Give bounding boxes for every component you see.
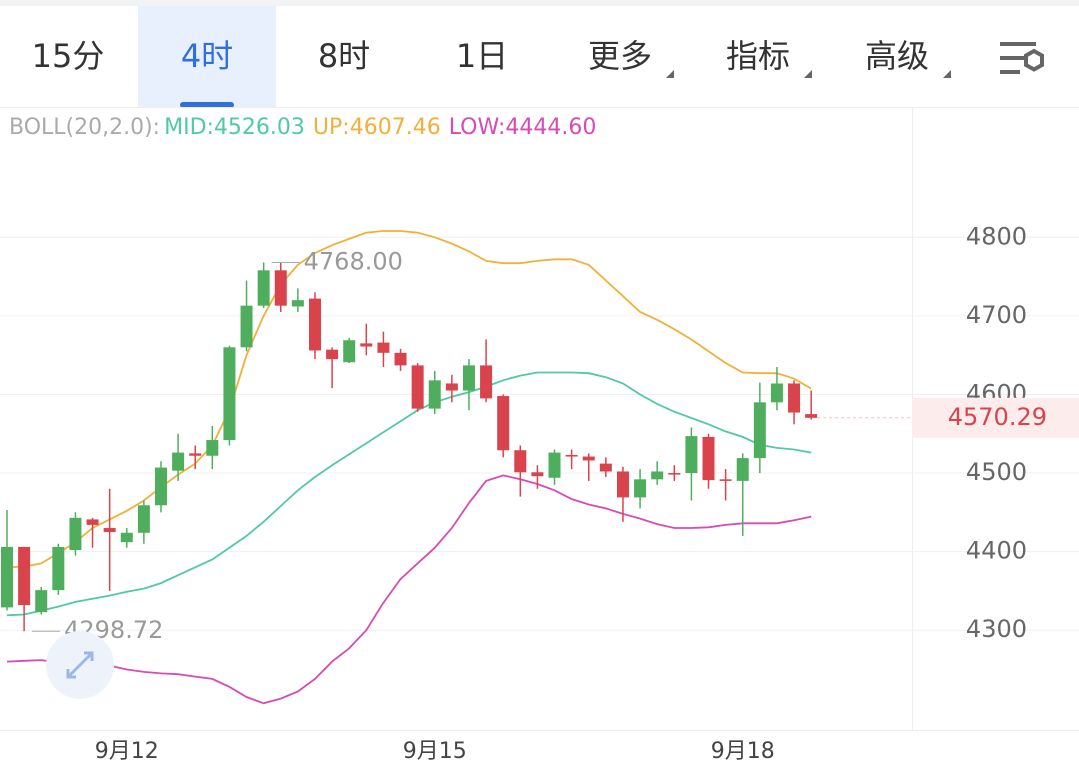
candle-body: [69, 517, 82, 551]
tab[interactable]: 15分: [32, 37, 105, 75]
candle-body: [1, 546, 13, 608]
candle-body: [291, 300, 304, 307]
candle-body: [514, 450, 527, 473]
candle-body: [326, 349, 339, 360]
legend-sep: :: [207, 115, 214, 140]
legend-sep: :: [498, 115, 505, 140]
legend-name: UP: [313, 115, 342, 140]
candle-body: [35, 590, 48, 613]
indicator-legend: BOLL(20,2.0): MID:4526.03 UP:4607.46 LOW:44…: [9, 115, 596, 140]
candle-body: [736, 458, 749, 481]
x-tick-label: 9月12: [95, 739, 159, 764]
boll-line: [6, 230, 812, 569]
candle-body: [462, 365, 475, 391]
candle-body: [770, 383, 783, 403]
candle-body: [86, 519, 99, 525]
candle-body: [531, 472, 544, 477]
selected-tab-indicator: [180, 102, 234, 108]
last-price-label: 4570.29: [948, 403, 1047, 431]
candle-body: [206, 440, 219, 456]
tab[interactable]: 8时: [318, 37, 370, 75]
candle-body: [582, 456, 595, 461]
boll-line: [6, 474, 812, 705]
candle-body: [548, 452, 561, 478]
x-tick-label: 9月15: [403, 739, 467, 764]
annotation-label: 4768.00: [304, 247, 403, 275]
tab[interactable]: 更多: [588, 37, 652, 75]
candle-body: [428, 380, 441, 409]
dropdown-caret: [943, 70, 951, 78]
candle-body: [18, 546, 31, 606]
candle-body: [137, 505, 150, 533]
tab[interactable]: 4时: [181, 37, 233, 75]
candle-body: [308, 298, 321, 351]
legend-value: 4444.60: [505, 115, 596, 140]
candle-body: [668, 473, 681, 475]
x-tick-label: 9月18: [711, 739, 775, 764]
candle-body: [497, 396, 510, 451]
candle-body: [685, 436, 698, 474]
candle-body: [103, 528, 116, 532]
boll-line: [6, 371, 812, 617]
candle-body: [360, 343, 373, 347]
candle-body: [411, 365, 424, 409]
candle-body: [377, 342, 390, 353]
legend-name: MID: [164, 115, 206, 140]
candle-body: [394, 352, 407, 366]
candle-body: [719, 479, 732, 481]
y-tick-label: 4800: [966, 222, 1027, 250]
candle-body: [651, 471, 664, 480]
candle-body: [599, 463, 612, 472]
y-tick-label: 4300: [966, 615, 1027, 643]
candle-body: [788, 383, 801, 413]
tab[interactable]: 指标: [726, 37, 790, 75]
candle-body: [172, 452, 185, 471]
candle-body: [343, 340, 356, 363]
candle-body: [154, 467, 167, 506]
legend-sep: :: [342, 115, 349, 140]
zoom-button[interactable]: [46, 631, 114, 699]
tab[interactable]: 1日: [456, 37, 508, 75]
candle-body: [223, 347, 236, 441]
tab[interactable]: 高级: [865, 37, 929, 75]
dropdown-caret: [666, 70, 674, 78]
candle-body: [702, 436, 715, 481]
candle-body: [445, 383, 458, 391]
legend-name: LOW: [449, 115, 500, 140]
candle-body: [753, 402, 766, 459]
y-tick-label: 4500: [966, 458, 1027, 486]
dropdown-caret: [804, 70, 812, 78]
last-price-bg: [912, 397, 1079, 438]
candle-body: [240, 305, 253, 348]
candle-body: [634, 479, 647, 498]
candle-body: [257, 270, 270, 306]
candle-body: [120, 532, 133, 543]
candle-body: [52, 546, 65, 591]
y-tick-label: 4700: [966, 301, 1027, 329]
candle-body: [805, 414, 818, 418]
selected-tab-bg: [138, 6, 276, 107]
top-strip: [0, 0, 1079, 6]
candle-body: [565, 454, 578, 457]
y-tick-label: 4400: [966, 537, 1027, 565]
candle-body: [189, 453, 202, 456]
legend-value: 4607.46: [350, 115, 441, 140]
settings-icon[interactable]: [1000, 42, 1044, 74]
indicator-name: BOLL(20,2.0):: [9, 115, 160, 140]
candle-body: [480, 365, 493, 399]
candle-body: [274, 270, 287, 306]
legend-value: 4526.03: [214, 115, 305, 140]
candle-body: [616, 471, 629, 498]
